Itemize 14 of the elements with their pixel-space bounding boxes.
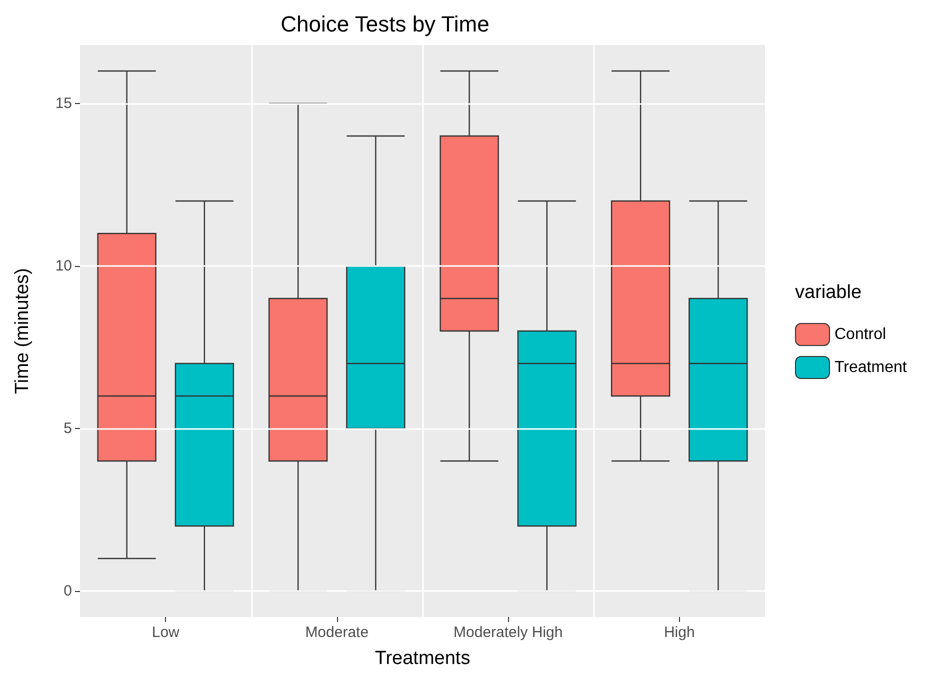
x-tick-label: Moderately High [454, 624, 563, 641]
legend-label: Control [834, 326, 886, 343]
legend-title: variable [795, 282, 862, 303]
legend-label: Treatment [834, 359, 908, 376]
y-tick-label: 0 [64, 582, 72, 600]
y-tick-label: 10 [55, 258, 72, 274]
x-tick-label: Low [152, 624, 180, 641]
y-tick-label: 15 [55, 95, 72, 112]
x-tick-label: Moderate [305, 624, 369, 641]
chart-title: Choice Tests by Time [280, 12, 490, 36]
x-axis-title: Treatments [374, 648, 470, 669]
y-axis-title: Time (minutes) [12, 268, 33, 394]
y-tick-label: 5 [64, 420, 72, 437]
x-tick-label: High [664, 624, 695, 641]
